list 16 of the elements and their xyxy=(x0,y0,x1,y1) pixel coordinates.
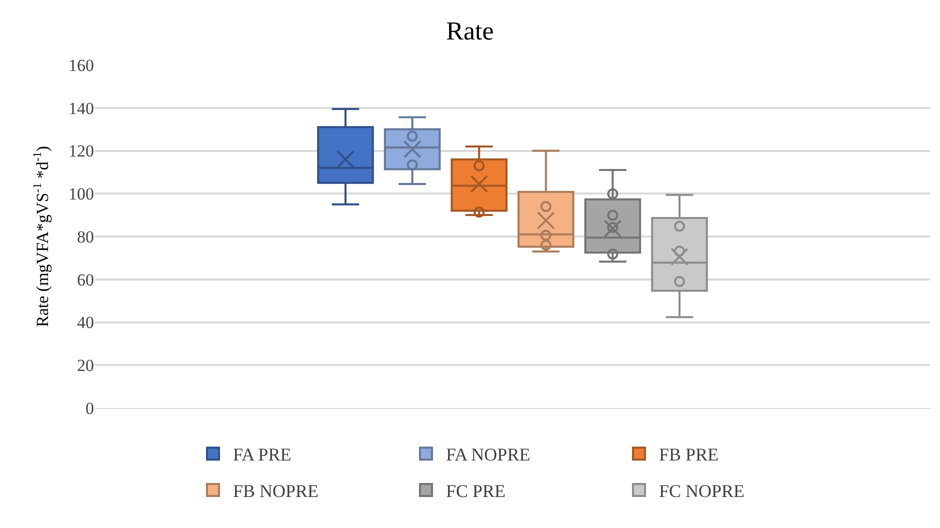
chart-title: Rate xyxy=(446,16,494,46)
y-tick-label: 80 xyxy=(77,227,94,246)
legend-label: FA PRE xyxy=(233,444,292,465)
legend-label: FA NOPRE xyxy=(446,444,530,465)
y-tick-label: 20 xyxy=(77,356,94,376)
y-tick-label: 160 xyxy=(68,56,94,75)
legend-label: FB NOPRE xyxy=(233,481,319,502)
y-tick-label: 60 xyxy=(77,270,94,290)
y-tick-label: 120 xyxy=(68,142,94,161)
legend-label: FB PRE xyxy=(659,444,719,465)
y-tick-label: 140 xyxy=(68,98,94,118)
y-tick-label: 40 xyxy=(77,313,94,332)
y-tick-label: 100 xyxy=(68,184,94,204)
legend-label: FC PRE xyxy=(446,481,506,502)
legend-label: FC NOPRE xyxy=(659,481,745,502)
y-tick-label: 0 xyxy=(86,398,94,418)
